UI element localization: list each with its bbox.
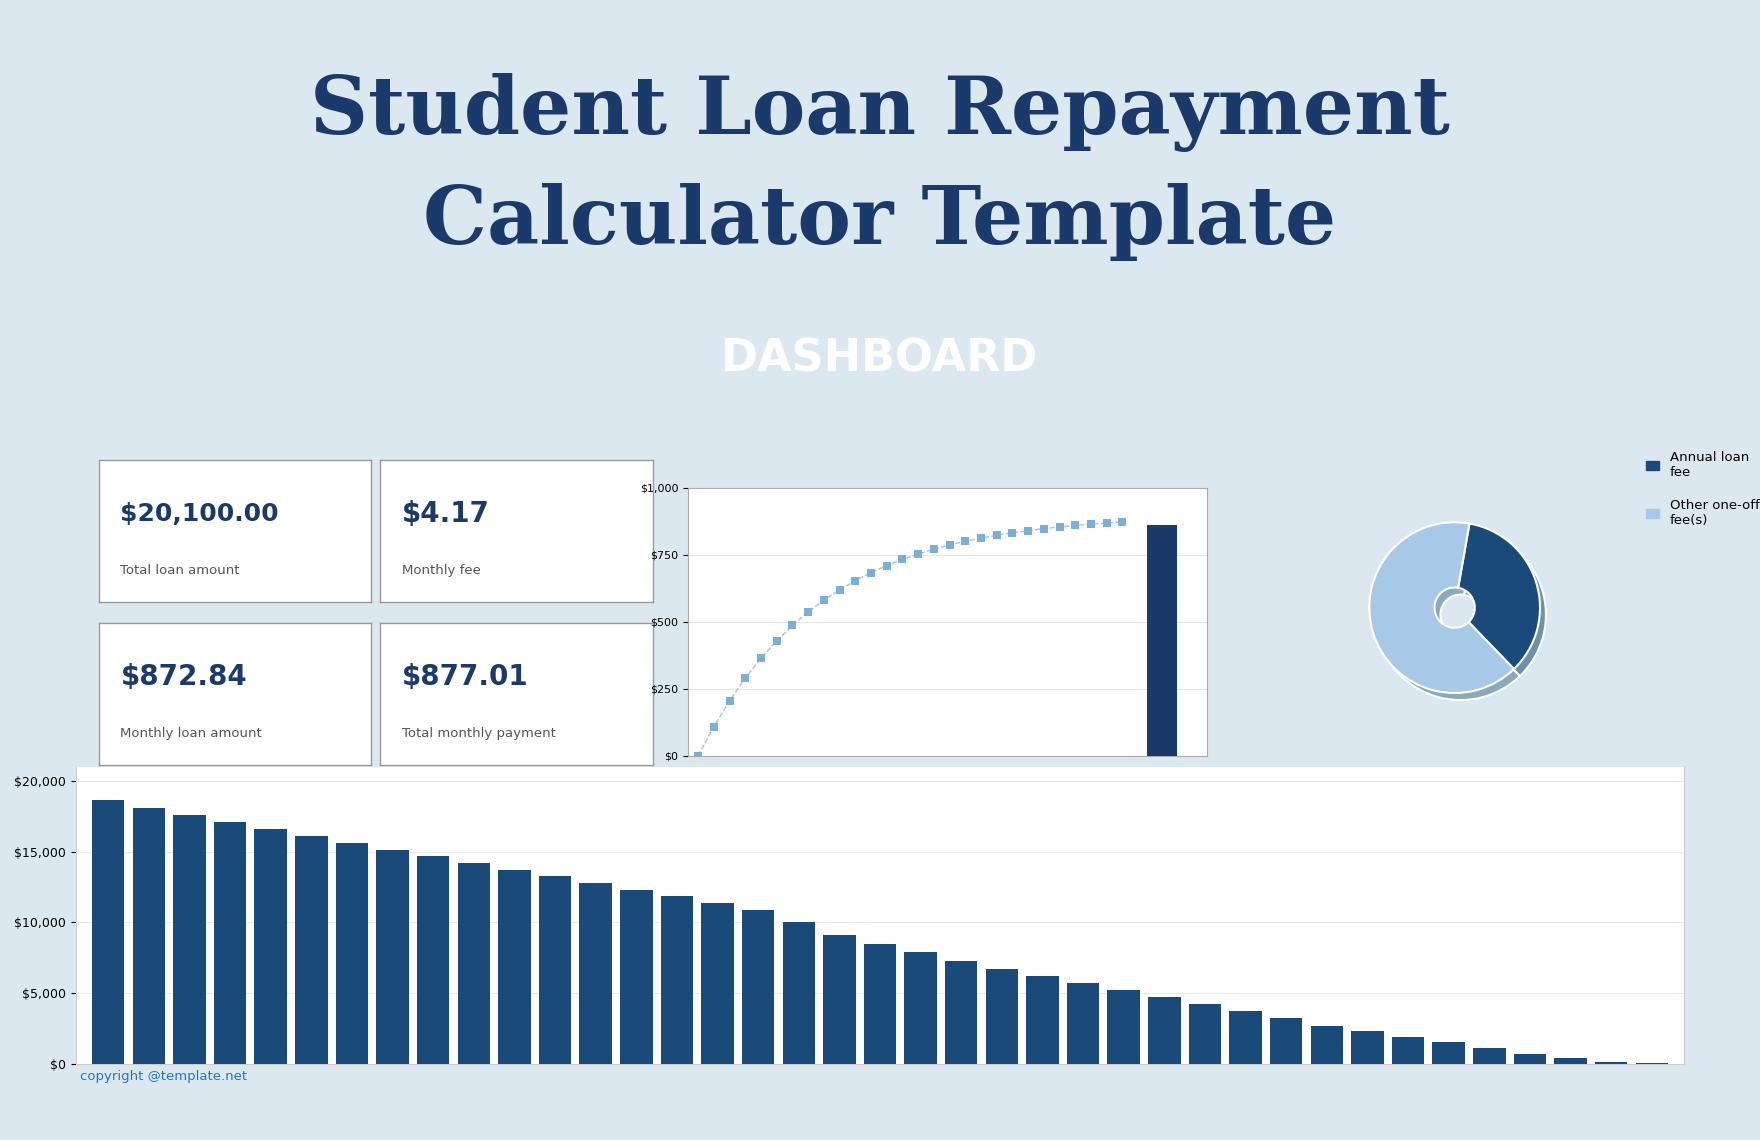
Bar — [1067, 983, 1100, 1064]
Text: Total monthly payment: Total monthly payment — [401, 727, 556, 740]
Bar — [1352, 1032, 1383, 1064]
Bar — [1228, 1011, 1262, 1064]
Bar — [620, 890, 653, 1064]
Bar — [1271, 1018, 1302, 1064]
Text: DASHBOARD: DASHBOARD — [722, 337, 1038, 381]
Wedge shape — [1375, 529, 1521, 700]
Text: Calculator Template: Calculator Template — [424, 184, 1336, 261]
Bar — [1595, 1061, 1628, 1064]
Bar — [986, 969, 1017, 1064]
Bar — [92, 799, 125, 1064]
Bar — [700, 903, 734, 1064]
Bar — [1107, 991, 1140, 1064]
Bar — [296, 837, 327, 1064]
Bar — [783, 922, 815, 1064]
Bar — [498, 870, 532, 1064]
Bar — [1188, 1004, 1221, 1064]
Bar — [579, 884, 612, 1064]
Bar — [824, 935, 855, 1064]
Bar — [1392, 1036, 1424, 1064]
Wedge shape — [1369, 522, 1514, 693]
Legend: Annual loan
fee, Other one-off
fee(s): Annual loan fee, Other one-off fee(s) — [1646, 451, 1760, 527]
Bar — [864, 944, 896, 1064]
Text: Total loan amount: Total loan amount — [120, 564, 239, 577]
Bar — [377, 850, 408, 1064]
Bar — [417, 856, 449, 1064]
Bar — [905, 952, 936, 1064]
Bar — [336, 844, 368, 1064]
Legend: Positive, Negative, Subtotal: Positive, Negative, Subtotal — [776, 791, 994, 809]
Bar — [539, 876, 572, 1064]
Bar — [1311, 1026, 1343, 1064]
Bar — [132, 808, 165, 1064]
Bar — [1026, 976, 1060, 1064]
Bar — [1148, 526, 1177, 756]
Bar — [660, 896, 693, 1064]
Bar — [172, 815, 206, 1064]
Bar — [255, 829, 287, 1064]
Bar — [1148, 998, 1181, 1064]
Text: Monthly fee: Monthly fee — [401, 564, 480, 577]
Bar — [1433, 1042, 1464, 1064]
Text: $20,100.00: $20,100.00 — [120, 502, 280, 527]
Text: Student Loan Repayment: Student Loan Repayment — [310, 73, 1450, 152]
Text: $877.01: $877.01 — [401, 663, 528, 691]
Text: Monthly loan amount: Monthly loan amount — [120, 727, 262, 740]
Bar — [213, 822, 246, 1064]
Text: $4.17: $4.17 — [401, 500, 489, 528]
Wedge shape — [1464, 530, 1545, 676]
Text: $872.84: $872.84 — [120, 663, 246, 691]
Bar — [743, 910, 774, 1064]
Text: copyright @template.net: copyright @template.net — [81, 1069, 246, 1083]
Bar — [945, 961, 977, 1064]
Wedge shape — [1457, 523, 1540, 669]
Bar — [1554, 1058, 1588, 1064]
Bar — [1514, 1053, 1547, 1064]
Bar — [458, 863, 489, 1064]
Bar — [1473, 1048, 1505, 1064]
